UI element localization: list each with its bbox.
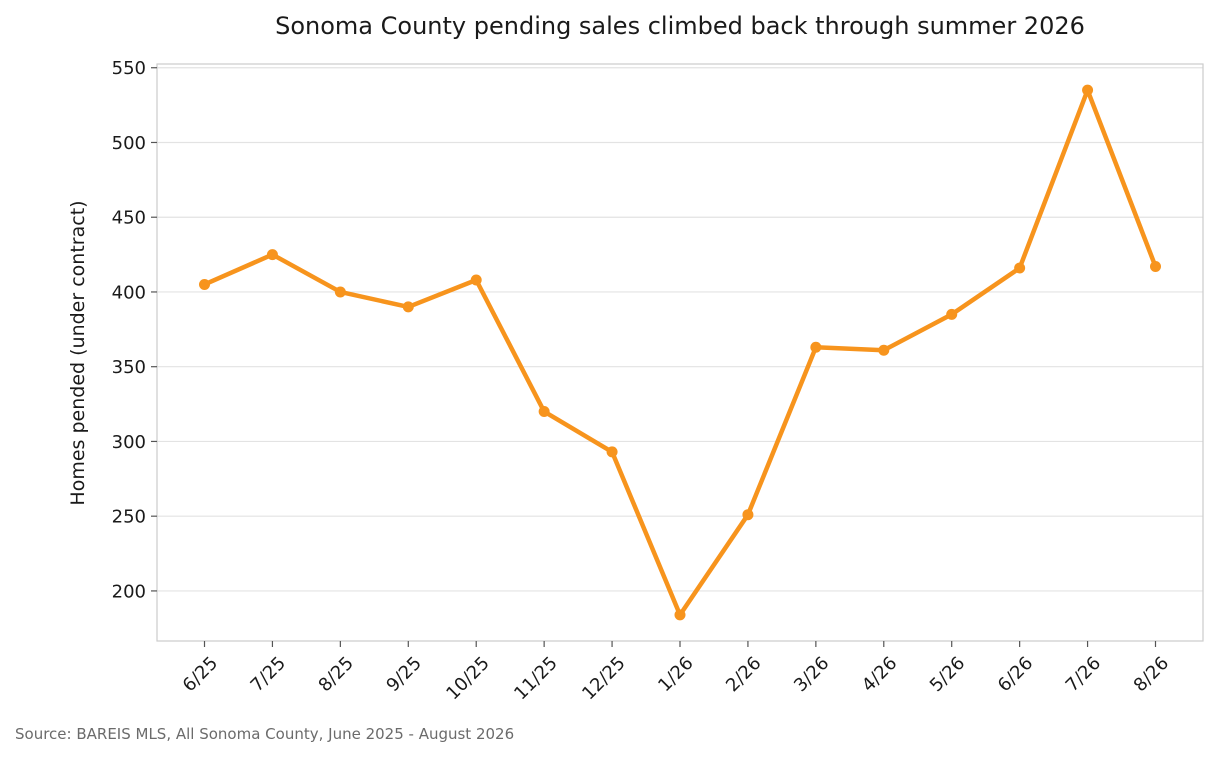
y-tick-label: 250 <box>112 507 146 528</box>
series-line <box>202 87 1158 618</box>
data-point <box>470 274 482 286</box>
x-axis-ticks: 6/25 7/25 8/25 9/25 10/25 11/25 12/25 1/26 2/26 3… <box>179 641 1173 704</box>
y-tick-label: 400 <box>112 282 146 303</box>
y-tick-label: 350 <box>112 357 146 378</box>
data-point <box>810 341 822 353</box>
y-axis-ticks: 200 250 300 350 400 450 500 550 <box>112 58 157 602</box>
data-point <box>402 301 414 313</box>
data-point <box>878 344 890 356</box>
data-point <box>1014 262 1026 274</box>
x-tick-label: 5/26 <box>926 653 969 696</box>
plot-area-frame <box>156 63 1204 642</box>
data-point <box>742 509 754 521</box>
x-tick-label: 7/26 <box>1062 653 1105 696</box>
data-point <box>334 286 346 298</box>
data-point <box>606 446 618 458</box>
y-tick-label: 500 <box>112 133 146 154</box>
x-tick-label: 9/25 <box>382 653 425 696</box>
y-axis-label: Homes pended (under contract) <box>67 200 89 505</box>
x-tick-label: 8/25 <box>315 653 358 696</box>
y-tick-label: 550 <box>112 58 146 79</box>
x-tick-label: 8/26 <box>1130 653 1173 696</box>
y-tick-label: 200 <box>112 581 146 602</box>
data-point <box>1082 84 1094 96</box>
gridlines <box>157 67 1203 592</box>
x-tick-label: 11/25 <box>510 653 562 705</box>
chart-title: Sonoma County pending sales climbed back… <box>275 12 1085 40</box>
y-tick-label: 450 <box>112 208 146 229</box>
x-tick-label: 6/25 <box>179 653 222 696</box>
data-point <box>946 308 958 320</box>
x-tick-label: 7/25 <box>247 653 290 696</box>
data-point <box>538 406 550 418</box>
source-note: Source: BAREIS MLS, All Sonoma County, J… <box>15 725 514 743</box>
x-tick-label: 2/26 <box>722 653 765 696</box>
data-point <box>266 249 278 261</box>
x-tick-label: 1/26 <box>654 653 697 696</box>
series-layer <box>199 84 1161 621</box>
x-tick-label: 10/25 <box>442 653 494 705</box>
x-tick-label: 4/26 <box>858 653 901 696</box>
data-point <box>199 278 210 290</box>
data-point <box>1150 261 1161 273</box>
data-point <box>674 609 686 621</box>
x-tick-label: 12/25 <box>578 653 630 705</box>
x-tick-label: 3/26 <box>790 653 833 696</box>
x-tick-label: 6/26 <box>994 653 1037 696</box>
y-tick-label: 300 <box>112 432 146 453</box>
